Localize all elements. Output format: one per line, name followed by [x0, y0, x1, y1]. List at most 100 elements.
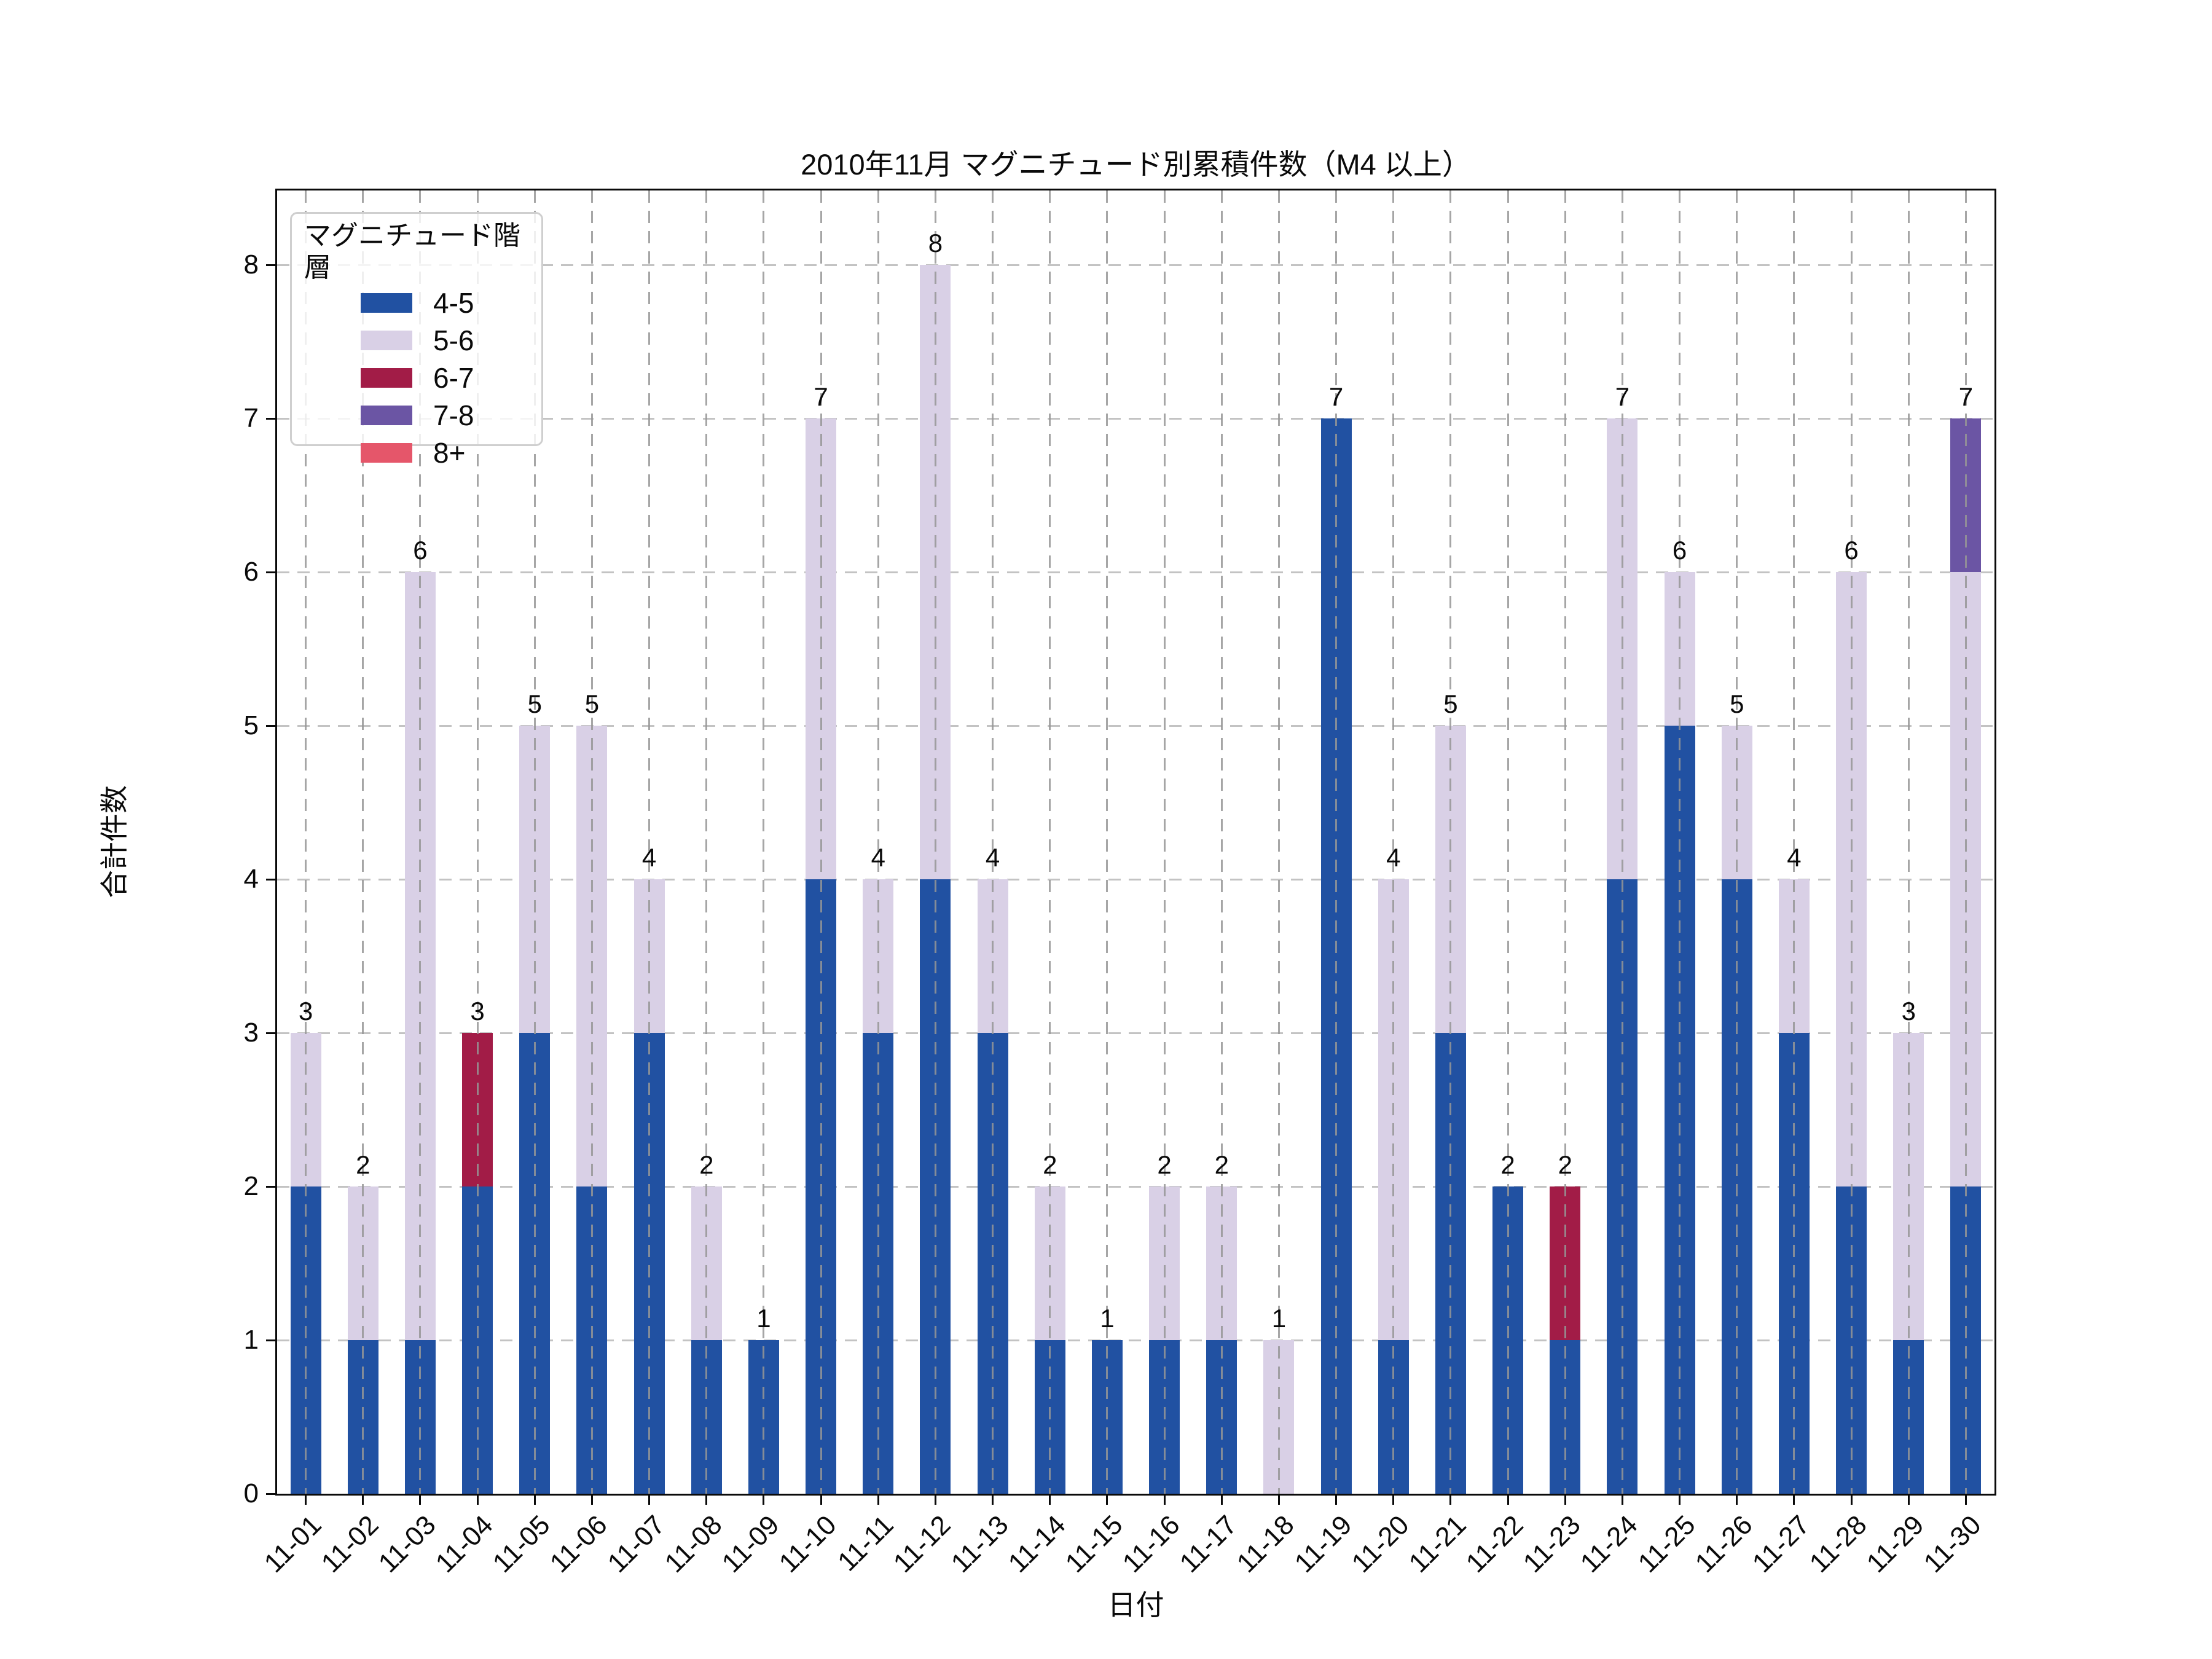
v-gridline [1850, 190, 1853, 1494]
bar-total-label-11-25: 6 [1672, 536, 1687, 565]
bar-total-label-11-26: 5 [1730, 689, 1744, 718]
v-gridline [1507, 190, 1509, 1494]
x-tick [1564, 1494, 1566, 1505]
v-gridline [992, 190, 994, 1494]
v-gridline [1564, 190, 1566, 1494]
v-gridline [1621, 190, 1623, 1494]
legend-swatch-5-6-icon [361, 330, 412, 350]
legend: マグニチュード階層 4-5 5-6 6-7 7-8 8+ [290, 212, 543, 468]
y-tick [266, 264, 277, 266]
bar-total-label-11-13: 4 [985, 843, 1000, 872]
v-gridline [1392, 190, 1395, 1494]
v-gridline [305, 190, 307, 1494]
v-gridline [1277, 190, 1280, 1494]
x-tick [705, 1494, 708, 1505]
x-tick [1507, 1494, 1509, 1505]
v-gridline [1449, 190, 1452, 1494]
h-gridline [277, 264, 1994, 266]
bar-total-label-11-27: 4 [1787, 843, 1802, 872]
v-gridline [877, 190, 879, 1494]
bar-total-label-11-07: 4 [641, 843, 657, 872]
chart-title: 2010年11月 マグニチュード別累積件数（M4 以上） [801, 148, 1471, 181]
bar-total-label-11-16: 2 [1157, 1150, 1172, 1179]
y-tick [266, 1492, 277, 1495]
legend-label: 6-7 [433, 361, 474, 394]
plot-area: 3 2 6 3 5 5 4 2 1 7 4 8 4 2 1 2 2 1 7 4 5 2 2 7 6 5 4 6 3 7 [275, 189, 1996, 1496]
v-gridline [590, 190, 593, 1494]
v-gridline [1907, 190, 1910, 1494]
x-tick [820, 1494, 822, 1505]
y-tick-label-7: 7 [243, 403, 259, 433]
v-gridline [1220, 190, 1223, 1494]
v-gridline [362, 190, 364, 1494]
y-tick-label-6: 6 [243, 557, 259, 587]
v-gridline [763, 190, 765, 1494]
legend-item: 4-5 [292, 284, 541, 321]
x-tick [1277, 1494, 1280, 1505]
x-tick [362, 1494, 364, 1505]
bar-total-label-11-28: 6 [1844, 536, 1859, 565]
v-gridline [533, 190, 536, 1494]
bar-total-label-11-04: 3 [470, 997, 485, 1026]
v-gridline [419, 190, 422, 1494]
legend-label: 5-6 [433, 324, 474, 356]
bar-total-label-11-18: 1 [1271, 1304, 1287, 1333]
x-tick [992, 1494, 994, 1505]
bar-total-label-11-23: 2 [1558, 1150, 1572, 1179]
h-gridline [277, 724, 1994, 727]
legend-label: 7-8 [433, 399, 474, 431]
bar-total-label-11-08: 2 [699, 1150, 714, 1179]
legend-label: 8+ [433, 436, 466, 469]
bar-total-label-11-10: 7 [814, 382, 828, 411]
x-tick [590, 1494, 593, 1505]
y-tick-label-2: 2 [243, 1171, 259, 1201]
bar-total-label-11-05: 5 [527, 689, 542, 718]
x-tick [1392, 1494, 1395, 1505]
y-tick [266, 1185, 277, 1188]
y-tick [266, 878, 277, 880]
bar-total-label-11-17: 2 [1214, 1150, 1229, 1179]
y-tick [266, 417, 277, 420]
x-tick [877, 1494, 879, 1505]
x-tick [1106, 1494, 1108, 1505]
h-gridline [277, 571, 1994, 573]
v-gridline [1049, 190, 1051, 1494]
v-gridline [1793, 190, 1795, 1494]
v-gridline [1679, 190, 1681, 1494]
v-gridline [1106, 190, 1108, 1494]
bar-total-label-11-01: 3 [298, 997, 313, 1026]
bar-total-label-11-21: 5 [1443, 689, 1458, 718]
v-gridline [1163, 190, 1166, 1494]
legend-swatch-7-8-icon [361, 405, 412, 425]
bar-total-label-11-15: 1 [1100, 1304, 1115, 1333]
x-tick [533, 1494, 536, 1505]
bar-total-label-11-29: 3 [1901, 997, 1916, 1026]
y-tick-label-0: 0 [243, 1478, 259, 1508]
v-gridline [705, 190, 708, 1494]
legend-swatch-4-5-icon [361, 292, 412, 313]
x-tick [1220, 1494, 1223, 1505]
bar-total-label-11-20: 4 [1386, 843, 1401, 872]
bar-total-label-11-12: 8 [928, 229, 943, 257]
legend-label: 4-5 [433, 286, 474, 319]
x-tick [1736, 1494, 1738, 1505]
x-tick [1964, 1494, 1967, 1505]
y-tick [266, 1032, 277, 1034]
h-gridline [277, 1032, 1994, 1034]
x-axis-label: 日付 [1107, 1589, 1164, 1621]
y-tick-label-5: 5 [243, 710, 259, 740]
x-tick [1335, 1494, 1338, 1505]
x-tick [1679, 1494, 1681, 1505]
v-gridline [1964, 190, 1967, 1494]
legend-item: 6-7 [292, 359, 541, 396]
x-tick [934, 1494, 936, 1505]
h-gridline [277, 1339, 1994, 1341]
legend-item: 5-6 [292, 321, 541, 359]
x-tick [419, 1494, 422, 1505]
x-tick [476, 1494, 479, 1505]
v-gridline [648, 190, 651, 1494]
legend-swatch-8plus-icon [361, 442, 412, 463]
bar-total-label-11-03: 6 [413, 536, 428, 565]
legend-swatch-6-7-icon [361, 367, 412, 388]
